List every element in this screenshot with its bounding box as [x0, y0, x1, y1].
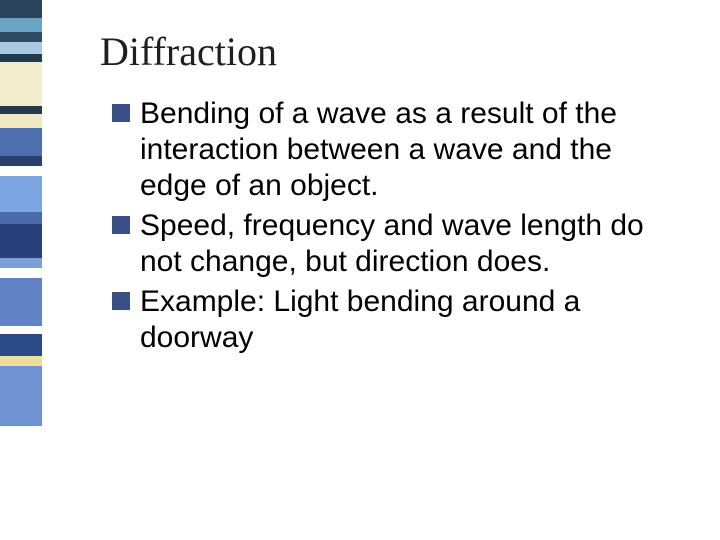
stripe-band: [0, 224, 42, 258]
slide-body: Bending of a wave as a result of the int…: [112, 96, 672, 360]
stripe-band: [0, 278, 42, 326]
square-bullet-icon: [112, 292, 130, 310]
stripe-band: [0, 54, 42, 62]
square-bullet-icon: [112, 104, 130, 122]
stripe-band: [0, 366, 42, 426]
square-bullet-icon: [112, 216, 130, 234]
bullet-text: Bending of a wave as a result of the int…: [140, 96, 672, 204]
stripe-band: [0, 212, 42, 224]
bullet-lead: Speed,: [140, 209, 235, 242]
stripe-band: [0, 62, 42, 106]
stripe-band: [0, 268, 42, 278]
bullet-item: Speed, frequency and wave length do not …: [112, 208, 672, 280]
bullet-item: Example: Light bending around a doorway: [112, 284, 672, 356]
stripe-band: [0, 258, 42, 268]
bullet-item: Bending of a wave as a result of the int…: [112, 96, 672, 204]
stripe-band: [0, 334, 42, 356]
stripe-band: [0, 18, 42, 32]
stripe-band: [0, 0, 42, 18]
stripe-band: [0, 128, 42, 156]
stripe-band: [0, 114, 42, 128]
stripe-band: [0, 326, 42, 334]
stripe-band: [0, 356, 42, 366]
stripe-band: [0, 106, 42, 114]
bullet-text: Speed, frequency and wave length do not …: [140, 208, 672, 280]
stripe-band: [0, 176, 42, 212]
stripe-band: [0, 156, 42, 166]
bullet-text: Example: Light bending around a doorway: [140, 284, 672, 356]
bullet-lead: Example:: [140, 285, 265, 318]
stripe-band: [0, 166, 42, 176]
slide: Diffraction Bending of a wave as a resul…: [0, 0, 720, 540]
decorative-stripe-column: [0, 0, 42, 540]
stripe-band: [0, 426, 42, 540]
stripe-band: [0, 32, 42, 42]
bullet-lead: Bending: [140, 97, 250, 130]
slide-title: Diffraction: [100, 28, 277, 75]
stripe-band: [0, 42, 42, 54]
